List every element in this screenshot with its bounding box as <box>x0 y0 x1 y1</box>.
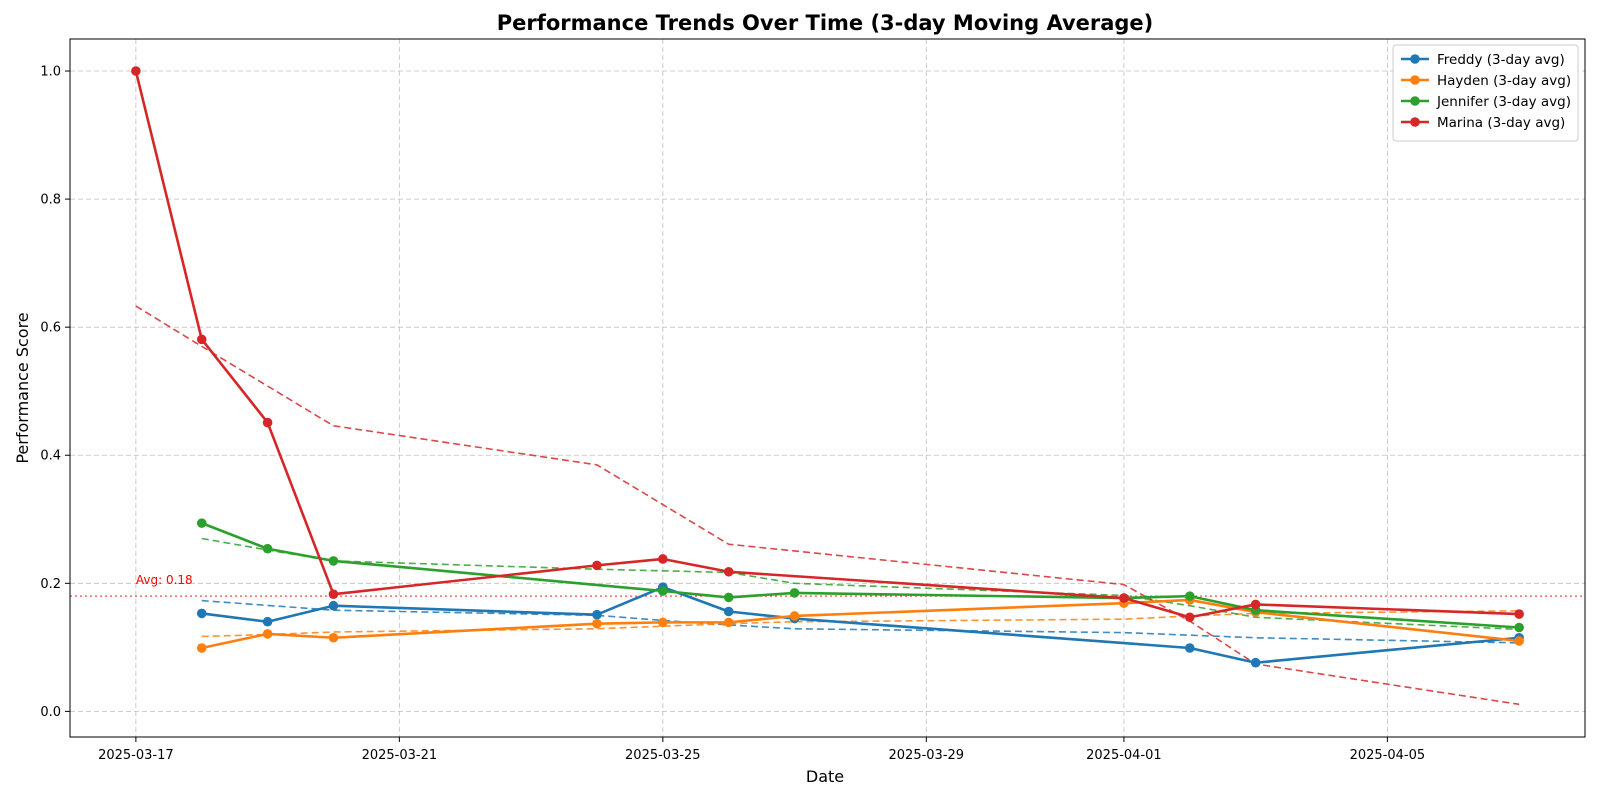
data-point <box>196 334 207 345</box>
data-point <box>262 543 273 554</box>
data-point <box>1250 657 1261 668</box>
data-point <box>1184 612 1195 623</box>
data-point <box>131 66 141 76</box>
x-tick-label: 2025-04-01 <box>1086 748 1162 763</box>
data-point <box>592 609 602 620</box>
series-group <box>131 66 1524 623</box>
data-point <box>1184 643 1195 653</box>
data-point <box>328 589 339 599</box>
data-point <box>262 417 273 428</box>
series-line <box>201 585 1520 665</box>
data-point <box>789 611 800 621</box>
series-lines <box>131 66 1524 668</box>
x-axis-title: Date <box>806 767 844 786</box>
data-point <box>1514 609 1524 619</box>
x-tick-label: 2025-03-29 <box>889 748 965 763</box>
legend-swatch-marker <box>1410 54 1420 64</box>
legend-box <box>1392 44 1579 142</box>
data-point <box>723 592 734 603</box>
y-tick-label: 0.4 <box>40 449 61 464</box>
data-point <box>723 617 734 628</box>
series-line <box>134 70 1520 619</box>
data-point <box>1514 622 1524 633</box>
data-point <box>262 629 273 639</box>
x-tick-label: 2025-04-05 <box>1350 748 1426 763</box>
legend-label: Jennifer (3-day avg) <box>1436 94 1571 110</box>
average-label: Avg: 0.18 <box>136 573 193 587</box>
data-point <box>196 608 207 619</box>
trend-line <box>135 305 1520 706</box>
data-point <box>196 643 207 653</box>
data-point <box>658 554 668 564</box>
data-point <box>1184 591 1195 601</box>
reference-line-group: Avg: 0.18 <box>70 573 1585 597</box>
data-point <box>658 617 668 628</box>
data-point <box>328 556 339 566</box>
data-point <box>592 560 602 571</box>
x-tick-label: 2025-03-21 <box>362 748 438 763</box>
y-axis-title: Performance Score <box>13 312 32 463</box>
axis-ticks: 2025-03-17 2025-03-21 2025-03-25 2025-03-29… <box>40 65 1425 763</box>
series-line <box>201 521 1520 629</box>
y-tick-label: 0.6 <box>40 321 61 336</box>
x-tick-label: 2025-03-25 <box>625 748 701 763</box>
legend-swatch-marker <box>1410 117 1420 127</box>
legend-label: Freddy (3-day avg) <box>1437 52 1565 68</box>
data-point <box>262 616 273 627</box>
data-point <box>658 586 668 596</box>
data-point <box>328 600 339 611</box>
plot-area-frame <box>69 38 1586 738</box>
y-tick-label: 0.8 <box>40 193 61 208</box>
y-tick-label: 1.0 <box>40 65 61 80</box>
data-point <box>789 588 800 598</box>
data-point <box>196 518 207 528</box>
data-point <box>1514 636 1524 646</box>
data-point <box>723 566 734 577</box>
legend: Freddy (3-day avg) Hayden (3-day avg) Jenn… <box>1392 44 1579 142</box>
series-group <box>196 582 1524 668</box>
legend-label: Hayden (3-day avg) <box>1437 73 1571 89</box>
y-tick-label: 0.0 <box>40 705 61 720</box>
x-tick-label: 2025-03-17 <box>98 748 174 763</box>
series-group <box>196 518 1524 633</box>
chart-title: Performance Trends Over Time (3-day Movi… <box>497 11 1154 35</box>
grid <box>70 39 1585 737</box>
legend-swatch-marker <box>1410 96 1420 106</box>
data-point <box>328 632 339 643</box>
data-point <box>1250 599 1261 610</box>
trend-lines <box>135 305 1520 706</box>
legend-label: Marina (3-day avg) <box>1437 115 1565 131</box>
legend-swatch-marker <box>1410 75 1420 85</box>
data-point <box>1119 593 1129 603</box>
data-point <box>592 618 602 629</box>
y-tick-label: 0.2 <box>40 577 61 592</box>
data-point <box>723 606 734 617</box>
